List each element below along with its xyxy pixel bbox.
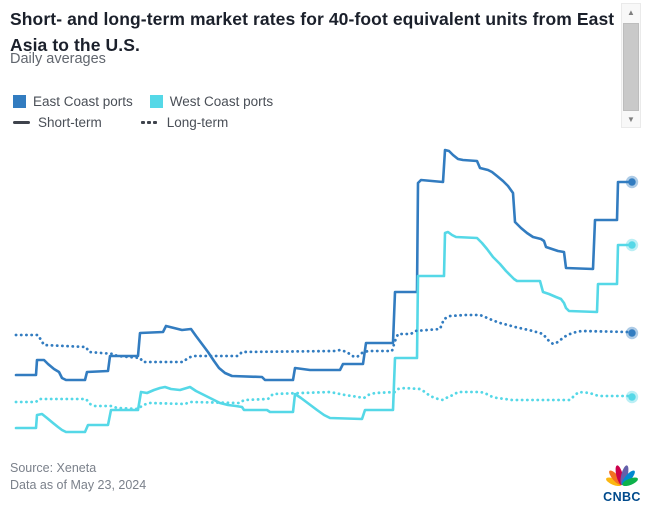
legend-label: West Coast ports (169, 93, 274, 109)
page-title: Short- and long-term market rates for 40… (10, 9, 615, 55)
legend-series-row: East Coast ports West Coast ports (13, 93, 290, 109)
legend-label: Short-term (38, 114, 102, 130)
data-as-of-label: Data as of May 23, 2024 (10, 478, 147, 492)
legend-style-row: Short-term Long-term (13, 114, 290, 130)
scrollbar-down-button[interactable]: ▼ (622, 111, 640, 127)
legend-item-short-term[interactable]: Short-term (13, 115, 102, 130)
solid-line-icon (13, 120, 30, 124)
legend-item-long-term[interactable]: Long-term (140, 114, 229, 130)
source-label: Source: Xeneta (10, 461, 97, 475)
dotted-line-icon (140, 120, 159, 124)
legend-item-east-coast[interactable]: East Coast ports (13, 94, 133, 109)
cnbc-wordmark: CNBC (603, 490, 641, 504)
nbc-peacock-icon (606, 465, 638, 487)
west-coast-swatch-icon (149, 94, 163, 108)
east-coast-swatch-icon (13, 94, 26, 108)
scroll-up-icon: ▲ (627, 7, 635, 17)
legend: East Coast ports West Coast ports Short-… (13, 93, 290, 135)
legend-label: East Coast ports (33, 93, 133, 109)
scroll-down-icon: ▼ (627, 114, 635, 124)
legend-label: Long-term (166, 114, 229, 130)
scrollbar-thumb[interactable] (623, 23, 639, 111)
chart-subtitle: Daily averages (10, 51, 106, 67)
legend-item-west-coast[interactable]: West Coast ports (149, 93, 274, 109)
scrollbar-up-button[interactable]: ▲ (622, 4, 640, 20)
scrollbar[interactable]: ▲ ▼ (621, 3, 641, 128)
cnbc-logo: CNBC (598, 462, 646, 504)
